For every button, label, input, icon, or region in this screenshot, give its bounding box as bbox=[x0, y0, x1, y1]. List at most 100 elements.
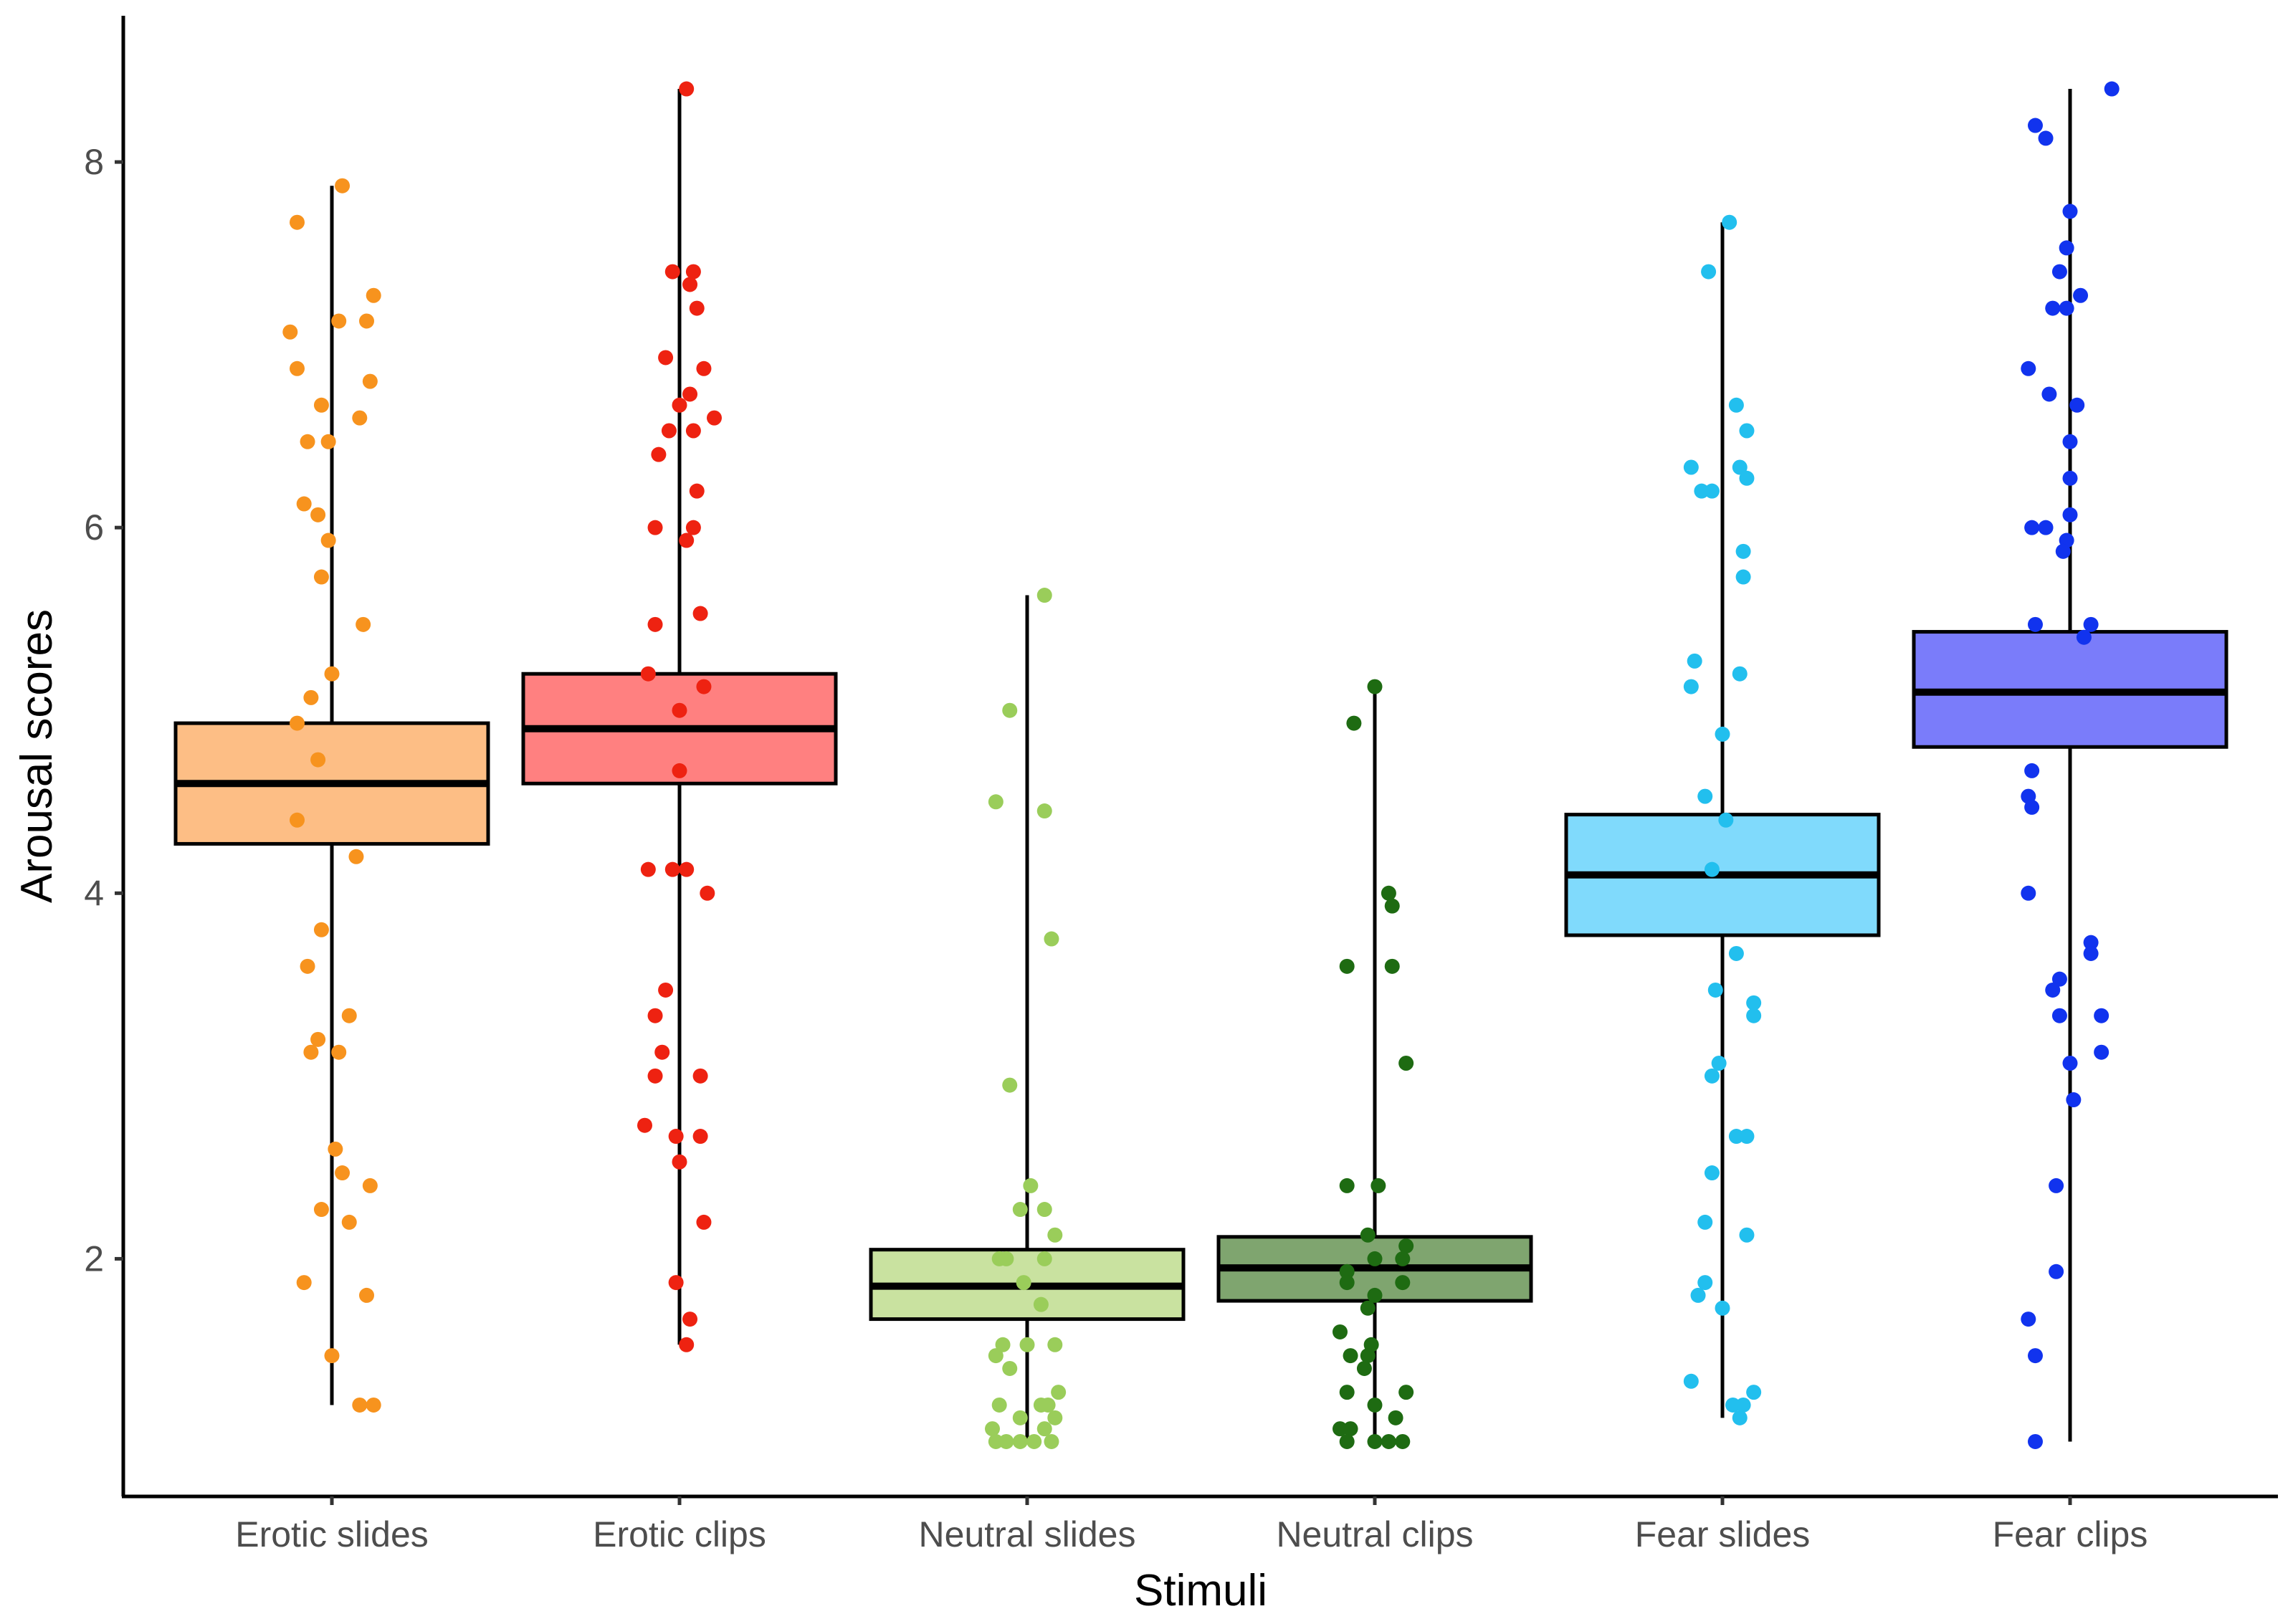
data-point bbox=[1047, 1410, 1063, 1425]
data-point bbox=[1398, 1238, 1414, 1254]
data-point bbox=[313, 1202, 329, 1218]
data-point bbox=[682, 277, 698, 292]
data-point bbox=[654, 1044, 670, 1060]
data-point bbox=[672, 397, 687, 413]
data-point bbox=[1002, 1077, 1018, 1093]
data-point bbox=[2059, 300, 2074, 316]
data-point bbox=[1040, 1397, 1056, 1413]
data-point bbox=[679, 532, 695, 548]
data-point bbox=[988, 794, 1004, 810]
data-point bbox=[1683, 459, 1699, 475]
data-point bbox=[1739, 1129, 1755, 1145]
data-point bbox=[2021, 360, 2036, 376]
data-point bbox=[1704, 1068, 1720, 1084]
data-point bbox=[1023, 1178, 1039, 1193]
data-point bbox=[1036, 803, 1052, 819]
x-tick-label: Erotic slides bbox=[235, 1514, 429, 1554]
data-point bbox=[1732, 459, 1748, 475]
data-point bbox=[1044, 1433, 1059, 1449]
data-point bbox=[1732, 1410, 1748, 1425]
data-point bbox=[352, 410, 368, 426]
data-point bbox=[331, 1044, 347, 1060]
data-point bbox=[2045, 300, 2061, 316]
data-point bbox=[1395, 1251, 1411, 1266]
data-point bbox=[2024, 799, 2040, 815]
data-point bbox=[313, 922, 329, 937]
y-tick-label: 6 bbox=[84, 507, 104, 548]
data-point bbox=[1012, 1202, 1028, 1218]
data-point bbox=[700, 885, 715, 901]
data-point bbox=[1735, 569, 1751, 585]
data-point bbox=[707, 410, 722, 426]
data-point bbox=[320, 532, 336, 548]
data-point bbox=[679, 1337, 695, 1352]
points-group bbox=[637, 81, 722, 1352]
data-point bbox=[1704, 1165, 1720, 1181]
data-point bbox=[658, 982, 674, 998]
data-point bbox=[2062, 204, 2078, 219]
data-point bbox=[1343, 1348, 1358, 1364]
points-group bbox=[282, 178, 381, 1413]
data-point bbox=[331, 313, 347, 329]
data-point bbox=[1683, 679, 1699, 694]
data-point bbox=[335, 1165, 351, 1181]
data-point bbox=[1026, 1433, 1042, 1449]
data-point bbox=[1033, 1296, 1049, 1312]
data-point bbox=[2021, 1312, 2036, 1327]
data-point bbox=[2051, 1008, 2067, 1023]
data-point bbox=[1360, 1227, 1376, 1243]
data-point bbox=[651, 446, 667, 462]
data-point bbox=[682, 386, 698, 402]
data-point bbox=[362, 373, 378, 389]
data-point bbox=[2059, 240, 2074, 256]
data-point bbox=[1044, 931, 1059, 947]
data-point bbox=[1339, 958, 1355, 974]
data-point bbox=[2045, 982, 2061, 998]
data-point bbox=[664, 264, 680, 280]
ticks: 2 4 6 8 Erotic slides Erotic clips Neutral sli… bbox=[84, 142, 2147, 1554]
data-point bbox=[1728, 1129, 1744, 1145]
data-point bbox=[1343, 1421, 1358, 1437]
data-point bbox=[647, 520, 663, 535]
data-point bbox=[310, 1031, 326, 1047]
data-point bbox=[1687, 653, 1702, 669]
data-point bbox=[2028, 1348, 2043, 1364]
data-point bbox=[1701, 264, 1717, 280]
data-point bbox=[300, 434, 315, 449]
x-tick-label: Neutral clips bbox=[1276, 1514, 1473, 1554]
data-point bbox=[2062, 470, 2078, 486]
data-point bbox=[640, 666, 656, 682]
points-group bbox=[1683, 214, 1762, 1425]
data-point bbox=[672, 1154, 687, 1170]
data-point bbox=[1707, 982, 1723, 998]
data-point bbox=[1728, 397, 1744, 413]
data-point bbox=[692, 1129, 708, 1145]
data-point bbox=[313, 569, 329, 585]
data-point bbox=[1725, 1397, 1741, 1413]
data-point bbox=[1735, 1397, 1751, 1413]
data-point bbox=[696, 679, 712, 694]
data-point bbox=[1346, 715, 1362, 731]
data-point bbox=[1356, 1360, 1372, 1376]
data-point bbox=[1704, 483, 1720, 499]
x-tick-label: Neutral slides bbox=[919, 1514, 1136, 1554]
data-point bbox=[303, 689, 319, 705]
data-point bbox=[290, 360, 305, 376]
data-point bbox=[1718, 812, 1734, 828]
data-point bbox=[2028, 1433, 2043, 1449]
data-point bbox=[682, 1312, 698, 1327]
data-point bbox=[1739, 1227, 1755, 1243]
data-point bbox=[1019, 1337, 1035, 1352]
data-point bbox=[672, 702, 687, 718]
x-tick-label: Erotic clips bbox=[593, 1514, 766, 1554]
data-point bbox=[685, 264, 701, 280]
data-point bbox=[2073, 287, 2089, 303]
box-group bbox=[173, 186, 490, 1405]
data-point bbox=[1381, 885, 1396, 901]
data-point bbox=[1012, 1410, 1028, 1425]
axes bbox=[121, 16, 2278, 1499]
data-point bbox=[310, 507, 326, 522]
data-point bbox=[685, 423, 701, 439]
